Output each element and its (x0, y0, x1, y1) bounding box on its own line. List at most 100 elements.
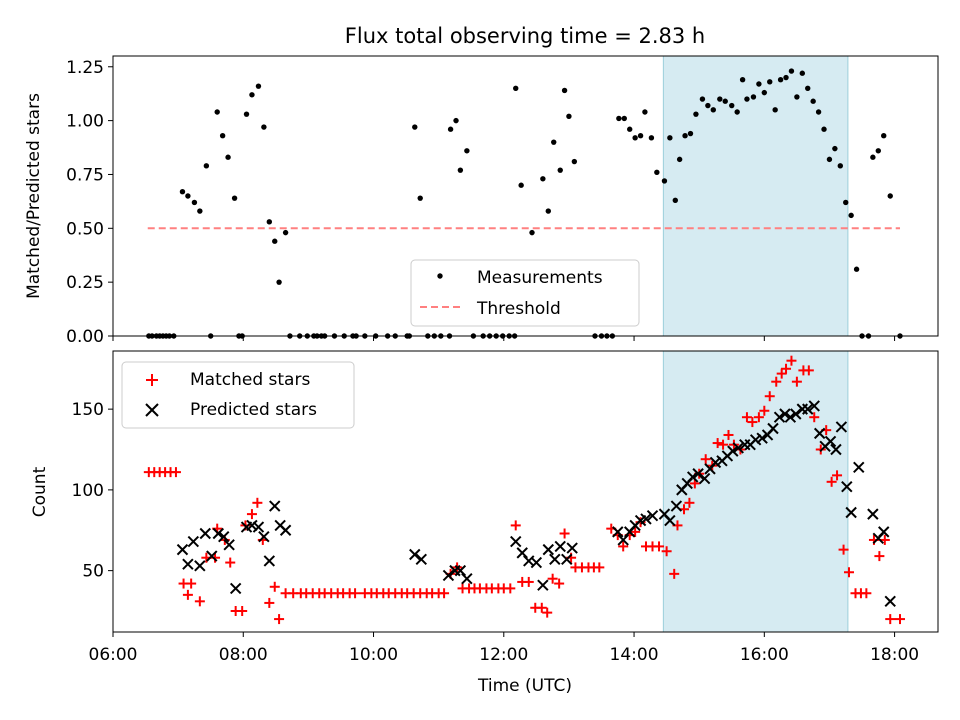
predicted-star-point (790, 408, 802, 420)
predicted-star-point (853, 461, 865, 473)
measurement-point (540, 176, 546, 182)
predicted-star-point (199, 527, 211, 540)
matched-star-point (753, 412, 764, 423)
measurement-point (848, 212, 854, 219)
ratio-legend-box (410, 259, 640, 327)
predicted-star-point (756, 432, 768, 444)
measurement-point (756, 81, 762, 87)
matched-star-point (776, 368, 787, 379)
measurement-point (417, 195, 423, 201)
count-y-tick-label: 100 (72, 481, 104, 501)
count-y-axis-label: Count (30, 466, 50, 517)
measurement-point (777, 76, 784, 83)
measurement-point (225, 154, 231, 160)
matched-star-point (791, 376, 802, 387)
matched-star-point (786, 355, 797, 366)
predicted-star-point (646, 510, 659, 522)
predicted-star-point (779, 408, 791, 420)
measurement-point (191, 199, 198, 206)
matched-star-point (439, 588, 450, 599)
measurement-point (687, 130, 694, 137)
matched-star-point (718, 439, 729, 450)
count-x-tick-label: 14:00 (610, 645, 659, 665)
measurement-point (518, 182, 524, 188)
predicted-star-point (841, 480, 853, 493)
matched-star-point (741, 412, 752, 423)
measurement-point (794, 94, 800, 100)
measurement-point (717, 96, 723, 102)
measurement-point (513, 85, 519, 92)
count-axes-frame (112, 350, 939, 633)
measurement-point (739, 76, 746, 83)
observing-window-band-rect (662, 350, 849, 633)
measurement-point (682, 132, 688, 139)
measurement-point (661, 178, 668, 184)
predicted-star-point (867, 508, 879, 520)
predicted-star-point (516, 547, 528, 559)
measurement-point (642, 109, 648, 115)
measurement-point (832, 145, 838, 152)
matched-star-point (661, 546, 672, 557)
matched-star-point (874, 551, 885, 562)
measurement-point (722, 98, 728, 104)
predicted-star-point (802, 403, 814, 415)
predicted-star-point (732, 442, 744, 454)
measurement-point (699, 96, 706, 102)
measurement-point (282, 229, 289, 236)
matched-star-point (269, 581, 280, 592)
ratio-y-axis-label: Matched/Predicted stars (24, 93, 44, 299)
measurement-point (255, 83, 262, 89)
matched-star-point (861, 588, 872, 599)
measurement-point (676, 156, 683, 163)
matched-star-point (237, 606, 248, 617)
count-x-tick-label: 08:00 (219, 645, 268, 665)
measurement-point (243, 111, 250, 117)
matched-star-point (264, 597, 275, 608)
measurement-point (566, 113, 572, 120)
predicted-star-point (664, 514, 676, 527)
matched-star-point (669, 568, 680, 579)
count-plot-area (143, 355, 906, 625)
measurement-point (815, 109, 822, 115)
predicted-star-point (566, 542, 578, 554)
predicted-star-point (709, 456, 722, 469)
predicted-star-point (206, 550, 218, 562)
predicted-star-point (537, 579, 549, 591)
measurement-point (788, 68, 795, 74)
legend-marker-matched (146, 374, 158, 386)
predicted-star-point (258, 531, 270, 543)
predicted-star-point (182, 558, 194, 570)
count-x-tick-label: 16:00 (740, 645, 789, 665)
measurement-point (185, 193, 191, 199)
count-x-tick-label: 06:00 (89, 645, 138, 665)
predicted-star-point (223, 539, 235, 551)
measurement-point (887, 193, 893, 199)
predicted-star-point (617, 534, 629, 546)
predicted-star-point (767, 422, 779, 435)
legend-marker-measurements (437, 273, 443, 279)
measurement-point (837, 163, 844, 169)
measurement-point (529, 229, 535, 236)
matched-star-point (274, 614, 285, 625)
matched-star-point (826, 476, 837, 487)
measurement-point (219, 132, 226, 139)
predicted-star-point (640, 513, 652, 525)
predicted-star-point (542, 543, 555, 556)
x-axis-label: Time (UTC) (477, 676, 572, 696)
predicted-star-point (808, 400, 820, 412)
measurement-point (464, 148, 470, 154)
measurement-point (729, 102, 735, 109)
matched-star-point (803, 365, 814, 376)
observing-window-band-rect (662, 55, 849, 337)
measurement-point (412, 124, 418, 130)
matched-star-point (759, 405, 770, 416)
count-x-tick-label: 10:00 (349, 645, 398, 665)
predicted-star-point (269, 500, 281, 512)
measurement-point (621, 115, 627, 122)
measurement-point (231, 195, 238, 201)
predicted-star-point (549, 553, 561, 566)
predicted-star-point (773, 411, 786, 423)
predicted-star-point (727, 445, 739, 457)
count-y-axis: 50 100 150 (72, 400, 113, 582)
